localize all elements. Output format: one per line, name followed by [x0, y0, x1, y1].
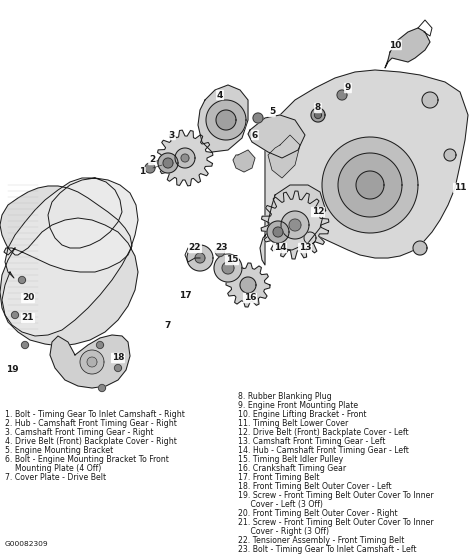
- Polygon shape: [248, 115, 305, 158]
- Text: 13: 13: [299, 244, 311, 253]
- Text: 6. Bolt - Engine Mounting Bracket To Front: 6. Bolt - Engine Mounting Bracket To Fro…: [5, 455, 169, 464]
- Polygon shape: [268, 185, 325, 250]
- Polygon shape: [267, 221, 289, 243]
- Polygon shape: [187, 245, 213, 271]
- Polygon shape: [80, 350, 104, 374]
- Text: 4: 4: [217, 90, 223, 100]
- Text: 1: 1: [139, 167, 145, 177]
- Text: 18: 18: [112, 353, 124, 362]
- Text: 15: 15: [226, 255, 238, 264]
- Polygon shape: [311, 108, 325, 122]
- Polygon shape: [222, 262, 234, 274]
- Polygon shape: [240, 277, 256, 293]
- Text: 19. Screw - Front Timing Belt Outer Cover To Inner: 19. Screw - Front Timing Belt Outer Cove…: [238, 491, 434, 500]
- Text: 3. Camshaft Front Timing Gear - Right: 3. Camshaft Front Timing Gear - Right: [5, 428, 154, 437]
- Text: 6: 6: [252, 131, 258, 140]
- Text: 16: 16: [244, 294, 256, 302]
- Polygon shape: [422, 92, 438, 108]
- Text: 17: 17: [179, 290, 191, 300]
- Polygon shape: [198, 85, 248, 152]
- Polygon shape: [304, 232, 316, 244]
- Polygon shape: [163, 158, 173, 168]
- Polygon shape: [338, 153, 402, 217]
- Polygon shape: [181, 154, 189, 162]
- Text: Cover - Right (3 Off): Cover - Right (3 Off): [238, 527, 329, 536]
- Polygon shape: [50, 335, 130, 388]
- Text: Mounting Plate (4 Off): Mounting Plate (4 Off): [5, 464, 101, 473]
- Text: 11. Timing Belt Lower Cover: 11. Timing Belt Lower Cover: [238, 419, 348, 428]
- Text: 2. Hub - Camshaft Front Timing Gear - Right: 2. Hub - Camshaft Front Timing Gear - Ri…: [5, 419, 177, 428]
- Text: 14. Hub - Camshaft Front Timing Gear - Left: 14. Hub - Camshaft Front Timing Gear - L…: [238, 446, 409, 455]
- Polygon shape: [261, 191, 329, 259]
- Polygon shape: [413, 241, 427, 255]
- Polygon shape: [253, 113, 263, 123]
- Text: 8: 8: [315, 104, 321, 112]
- Polygon shape: [281, 211, 309, 239]
- Text: 17. Front Timing Belt: 17. Front Timing Belt: [238, 473, 319, 482]
- Text: 19: 19: [6, 366, 18, 375]
- Polygon shape: [268, 135, 300, 178]
- Text: 20. Front Timing Belt Outer Cover - Right: 20. Front Timing Belt Outer Cover - Righ…: [238, 509, 398, 518]
- Text: 12. Drive Belt (Front) Backplate Cover - Left: 12. Drive Belt (Front) Backplate Cover -…: [238, 428, 409, 437]
- Polygon shape: [337, 90, 347, 100]
- Text: 5: 5: [269, 107, 275, 116]
- Text: 3: 3: [169, 131, 175, 140]
- Polygon shape: [273, 227, 283, 237]
- Text: 16. Crankshaft Timing Gear: 16. Crankshaft Timing Gear: [238, 464, 346, 473]
- Polygon shape: [157, 130, 213, 186]
- Polygon shape: [87, 357, 97, 367]
- Polygon shape: [97, 341, 103, 348]
- Text: Cover - Left (3 Off): Cover - Left (3 Off): [238, 500, 323, 509]
- Polygon shape: [21, 341, 28, 348]
- Text: 21: 21: [22, 314, 34, 322]
- Text: 11: 11: [454, 183, 466, 192]
- Polygon shape: [0, 186, 138, 346]
- Text: 15. Timing Belt Idler Pulley: 15. Timing Belt Idler Pulley: [238, 455, 343, 464]
- Polygon shape: [322, 137, 418, 233]
- Polygon shape: [145, 163, 155, 173]
- Text: 2: 2: [149, 156, 155, 165]
- Polygon shape: [214, 254, 242, 282]
- Polygon shape: [356, 171, 384, 199]
- Polygon shape: [11, 311, 18, 319]
- Text: 7: 7: [165, 321, 171, 330]
- Text: 9: 9: [345, 84, 351, 93]
- Text: 22: 22: [189, 244, 201, 253]
- Polygon shape: [216, 110, 236, 130]
- Text: 10: 10: [389, 40, 401, 49]
- Polygon shape: [18, 276, 26, 284]
- Text: 20: 20: [22, 294, 34, 302]
- Polygon shape: [260, 70, 468, 265]
- Text: 12: 12: [312, 208, 324, 217]
- Polygon shape: [385, 28, 430, 68]
- Polygon shape: [158, 153, 178, 173]
- Text: G00082309: G00082309: [5, 541, 49, 547]
- Text: 14: 14: [273, 244, 286, 253]
- Text: 7. Cover Plate - Drive Belt: 7. Cover Plate - Drive Belt: [5, 473, 106, 482]
- Text: 1. Bolt - Timing Gear To Inlet Camshaft - Right: 1. Bolt - Timing Gear To Inlet Camshaft …: [5, 410, 185, 419]
- Polygon shape: [195, 253, 205, 263]
- Text: 5. Engine Mounting Bracket: 5. Engine Mounting Bracket: [5, 446, 113, 455]
- Polygon shape: [289, 219, 301, 231]
- Polygon shape: [444, 149, 456, 161]
- Text: 8. Rubber Blanking Plug: 8. Rubber Blanking Plug: [238, 392, 332, 401]
- Text: 9. Engine Front Mounting Plate: 9. Engine Front Mounting Plate: [238, 401, 358, 410]
- Text: 23: 23: [216, 244, 228, 253]
- Text: 13. Camshaft Front Timing Gear - Left: 13. Camshaft Front Timing Gear - Left: [238, 437, 385, 446]
- Polygon shape: [175, 148, 195, 168]
- Text: 22. Tensioner Assembly - Front Timing Belt: 22. Tensioner Assembly - Front Timing Be…: [238, 536, 404, 545]
- Text: 23. Bolt - Timing Gear To Inlet Camshaft - Left: 23. Bolt - Timing Gear To Inlet Camshaft…: [238, 545, 417, 554]
- Polygon shape: [115, 365, 121, 372]
- Text: 10. Engine Lifting Bracket - Front: 10. Engine Lifting Bracket - Front: [238, 410, 366, 419]
- Polygon shape: [216, 248, 225, 257]
- Polygon shape: [226, 263, 270, 307]
- Polygon shape: [2, 178, 138, 336]
- Polygon shape: [315, 111, 321, 119]
- Polygon shape: [99, 384, 106, 392]
- Polygon shape: [206, 100, 246, 140]
- Polygon shape: [233, 150, 255, 172]
- Text: 4. Drive Belt (Front) Backplate Cover - Right: 4. Drive Belt (Front) Backplate Cover - …: [5, 437, 177, 446]
- Text: 21. Screw - Front Timing Belt Outer Cover To Inner: 21. Screw - Front Timing Belt Outer Cove…: [238, 518, 434, 527]
- Text: 18. Front Timing Belt Outer Cover - Left: 18. Front Timing Belt Outer Cover - Left: [238, 482, 392, 491]
